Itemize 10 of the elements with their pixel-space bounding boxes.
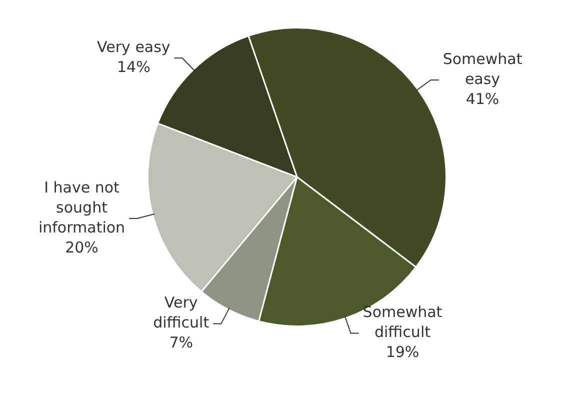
- slice-label: Very easy: [97, 38, 170, 56]
- data-label: 41%: [466, 90, 500, 108]
- data-label: 14%: [117, 58, 150, 76]
- slice-label: Very difficult: [153, 294, 210, 332]
- data-label: 19%: [386, 343, 420, 362]
- slice-label: Somewhat difficult: [362, 303, 442, 342]
- data-label: 20%: [65, 238, 98, 256]
- data-label: 7%: [169, 334, 194, 352]
- slice-label: Somewhat easy: [442, 50, 522, 88]
- slice-label: I have not sought information: [38, 178, 126, 236]
